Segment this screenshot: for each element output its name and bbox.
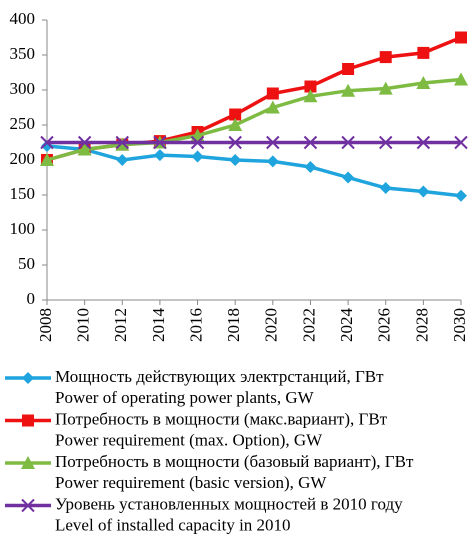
y-tick-label: 200 bbox=[10, 149, 36, 168]
y-tick-label: 100 bbox=[10, 219, 36, 238]
y-tick-label: 150 bbox=[10, 184, 36, 203]
x-tick-label: 2020 bbox=[262, 308, 281, 342]
legend-label-en: Power requirement (basic version), GW bbox=[55, 473, 327, 492]
legend-label-en: Level of installed capacity in 2010 bbox=[55, 515, 291, 534]
marker bbox=[116, 154, 129, 166]
marker bbox=[341, 83, 356, 97]
x-tick-label: 2012 bbox=[111, 308, 130, 342]
marker bbox=[40, 153, 54, 166]
y-tick-label: 50 bbox=[18, 254, 35, 273]
marker bbox=[115, 135, 129, 150]
marker bbox=[265, 100, 280, 114]
marker bbox=[21, 498, 35, 513]
marker bbox=[454, 72, 468, 86]
y-tick-label: 350 bbox=[10, 44, 36, 63]
marker bbox=[229, 108, 242, 121]
y-tick-label: 0 bbox=[27, 289, 36, 308]
marker bbox=[379, 51, 392, 64]
marker bbox=[153, 135, 167, 150]
x-tick-label: 2030 bbox=[450, 308, 469, 342]
legend-label: Мощность действующих электрстанций, ГВт bbox=[55, 367, 384, 386]
y-tick-label: 400 bbox=[10, 9, 36, 28]
x-tick-label: 2008 bbox=[36, 308, 55, 342]
marker bbox=[417, 185, 430, 198]
marker bbox=[191, 150, 204, 163]
y-tick-label: 250 bbox=[10, 114, 36, 133]
marker bbox=[379, 182, 392, 194]
legend-label-en: Power of operating power plants, GW bbox=[55, 388, 315, 407]
marker bbox=[22, 372, 34, 384]
marker bbox=[304, 161, 317, 173]
x-tick-label: 2014 bbox=[149, 308, 168, 343]
x-tick-label: 2024 bbox=[337, 308, 356, 343]
marker bbox=[153, 149, 166, 162]
marker bbox=[342, 171, 355, 184]
x-tick-label: 2016 bbox=[186, 308, 205, 342]
marker bbox=[342, 63, 355, 75]
x-tick-label: 2010 bbox=[74, 308, 93, 342]
marker bbox=[77, 135, 92, 150]
marker bbox=[455, 189, 467, 202]
marker bbox=[454, 135, 468, 150]
marker bbox=[341, 135, 355, 150]
legend-label-en: Power requirement (max. Option), GW bbox=[55, 430, 323, 449]
x-tick-label: 2018 bbox=[224, 308, 243, 342]
marker bbox=[77, 142, 92, 156]
marker bbox=[417, 46, 430, 59]
legend-label: Уровень установленных мощностей в 2010 г… bbox=[55, 494, 403, 513]
legend-label: Потребность в мощности (макс.вариант), Г… bbox=[55, 409, 388, 428]
series-line bbox=[46, 77, 462, 162]
marker bbox=[266, 87, 279, 100]
marker bbox=[228, 118, 243, 131]
marker bbox=[378, 81, 393, 95]
marker bbox=[303, 135, 318, 150]
marker bbox=[40, 135, 54, 150]
x-tick-label: 2028 bbox=[412, 308, 431, 342]
marker bbox=[455, 31, 467, 44]
marker bbox=[303, 89, 318, 103]
marker bbox=[228, 135, 242, 150]
marker bbox=[416, 135, 431, 150]
legend-label: Потребность в мощности (базовый вариант)… bbox=[55, 452, 414, 471]
marker bbox=[22, 414, 34, 427]
x-tick-label: 2026 bbox=[375, 308, 394, 342]
marker bbox=[304, 80, 317, 93]
series-line bbox=[46, 144, 462, 198]
marker bbox=[266, 155, 279, 168]
marker bbox=[416, 76, 431, 89]
marker bbox=[379, 135, 393, 150]
y-tick-label: 300 bbox=[10, 79, 36, 98]
x-tick-label: 2022 bbox=[299, 308, 318, 342]
marker bbox=[229, 154, 242, 166]
marker bbox=[266, 135, 280, 150]
marker bbox=[21, 456, 35, 469]
marker bbox=[190, 135, 205, 150]
